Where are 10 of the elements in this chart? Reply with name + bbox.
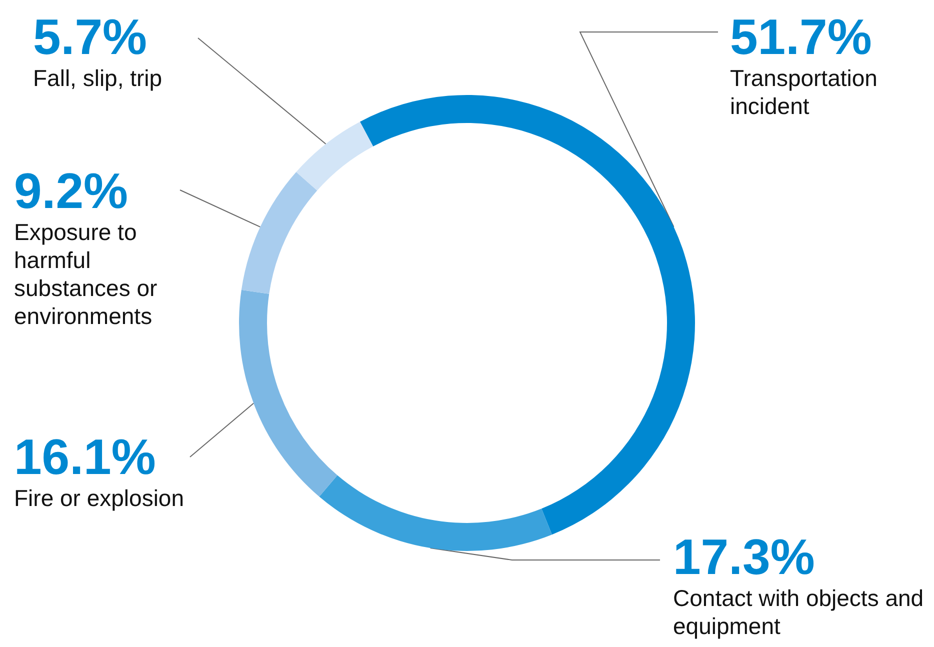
data-label: 9.2% bbox=[14, 163, 128, 219]
data-label: 16.1% bbox=[14, 429, 156, 485]
slice-label: Fire or explosion bbox=[14, 485, 184, 511]
data-label: 51.7% bbox=[730, 9, 872, 65]
slice-label: Transportation incident bbox=[730, 65, 878, 119]
slice-label: Contact with objects and equipment bbox=[673, 585, 924, 639]
slice-label: Exposure to harmful substances or environments bbox=[14, 219, 158, 329]
slice-label: Fall, slip, trip bbox=[33, 65, 162, 91]
data-label: 17.3% bbox=[673, 529, 815, 585]
data-label: 5.7% bbox=[33, 9, 147, 65]
